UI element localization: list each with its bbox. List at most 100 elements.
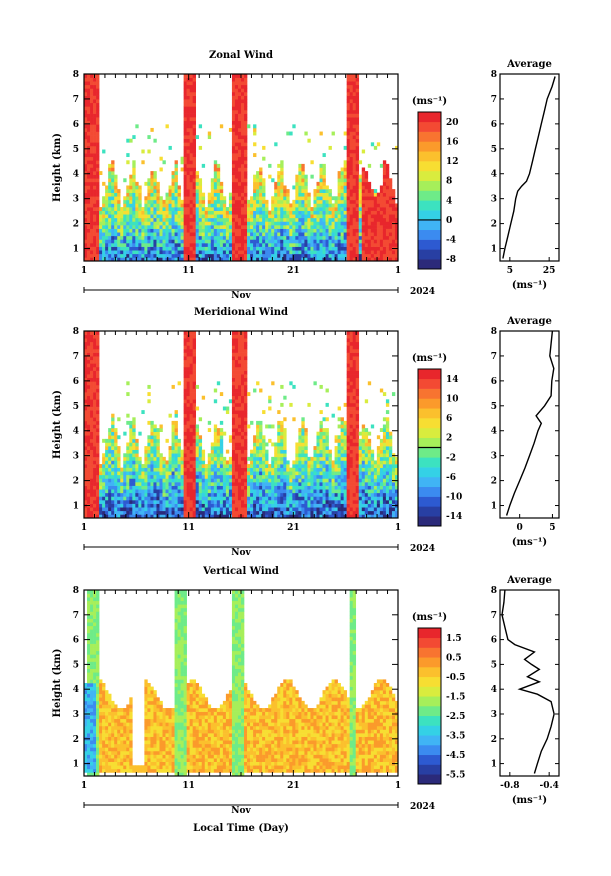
heatmap-cell xyxy=(117,474,121,479)
colorbar-swatch xyxy=(418,210,441,221)
heatmap-cell xyxy=(90,250,94,255)
heatmap-cell xyxy=(186,384,190,389)
heatmap-cell xyxy=(228,489,233,494)
heatmap-cell xyxy=(168,217,172,222)
heatmap-cell xyxy=(150,174,154,179)
heatmap-cell xyxy=(207,510,212,515)
heatmap-cell xyxy=(322,232,326,237)
heatmap-cell xyxy=(189,438,193,443)
heatmap-cell xyxy=(280,203,284,208)
heatmap-cell xyxy=(271,381,275,386)
heatmap-cell xyxy=(301,189,305,193)
heatmap-cell xyxy=(274,221,278,226)
heatmap-cell xyxy=(186,160,190,165)
heatmap-cell xyxy=(274,207,278,211)
heatmap-cell xyxy=(210,449,215,454)
heatmap-cell xyxy=(247,507,251,512)
heatmap-cell xyxy=(364,253,369,258)
heatmap-cell xyxy=(162,217,166,222)
heatmap-cell xyxy=(237,399,242,404)
heatmap-cell xyxy=(126,460,130,465)
heatmap-cell xyxy=(189,478,193,483)
heatmap-cell xyxy=(286,189,290,193)
heatmap-cell xyxy=(126,446,130,450)
heatmap-cell xyxy=(123,474,127,479)
heatmap-cell xyxy=(268,424,272,429)
heatmap-cell xyxy=(349,181,354,186)
heatmap-cell xyxy=(120,257,124,262)
heatmap-cell xyxy=(349,153,354,158)
heatmap-cell xyxy=(234,253,239,258)
heatmap-cell xyxy=(138,503,142,508)
heatmap-cell xyxy=(93,474,97,479)
heatmap-cell xyxy=(349,192,354,197)
heatmap-cell xyxy=(183,464,187,468)
heatmap-cell xyxy=(370,199,375,204)
heatmap-cell xyxy=(343,185,347,190)
heatmap-cell xyxy=(237,74,242,78)
heatmap-cell xyxy=(379,243,384,247)
heatmap-cell xyxy=(283,199,287,204)
heatmap-cell xyxy=(253,485,257,490)
heatmap-cell xyxy=(102,199,106,204)
heatmap-cell xyxy=(138,514,142,519)
heatmap-cell xyxy=(153,138,157,143)
heatmap-cell xyxy=(340,196,344,201)
heatmap-cell xyxy=(307,257,311,262)
heatmap-cell xyxy=(231,496,236,501)
heatmap-cell xyxy=(328,246,332,251)
heatmap-cell xyxy=(87,366,91,371)
heatmap-cell xyxy=(87,370,91,375)
heatmap-cell xyxy=(129,460,133,465)
heatmap-cell xyxy=(159,199,163,204)
heatmap-cell xyxy=(210,189,215,193)
heatmap-cell xyxy=(93,338,97,343)
heatmap-cell xyxy=(144,210,148,215)
heatmap-cell xyxy=(84,431,88,436)
heatmap-cell xyxy=(234,500,239,504)
heatmap-cell xyxy=(391,192,396,197)
heatmap-cell xyxy=(213,214,218,219)
heatmap-cell xyxy=(352,253,357,258)
heatmap-cell xyxy=(259,174,263,179)
heatmap-cell xyxy=(340,239,344,244)
heatmap-cell xyxy=(84,514,88,519)
heatmap-cell xyxy=(237,510,242,515)
heatmap-cell xyxy=(114,232,118,237)
heatmap-cell xyxy=(370,214,375,219)
heatmap-cell xyxy=(198,460,203,465)
heatmap-cell xyxy=(192,185,197,190)
heatmap-cell xyxy=(150,485,154,490)
heatmap-cell xyxy=(198,250,203,255)
heatmap-cell xyxy=(328,235,332,240)
heatmap-cell xyxy=(274,228,278,233)
heatmap-cell xyxy=(256,424,260,429)
heatmap-cell xyxy=(244,410,248,415)
heatmap-cell xyxy=(117,199,121,204)
heatmap-cell xyxy=(93,395,97,400)
heatmap-cell xyxy=(280,456,284,461)
heatmap-cell xyxy=(168,413,172,418)
heatmap-cell xyxy=(177,246,181,251)
heatmap-cell xyxy=(87,363,91,368)
heatmap-cell xyxy=(256,492,260,497)
heatmap-cell xyxy=(237,442,242,447)
heatmap-cell xyxy=(385,235,390,240)
heatmap-cell xyxy=(192,395,197,400)
heatmap-cell xyxy=(141,214,145,219)
heatmap-cell xyxy=(90,138,94,143)
heatmap-cell xyxy=(322,207,326,211)
heatmap-cell xyxy=(247,474,251,479)
heatmap-cell xyxy=(96,181,100,186)
heatmap-cell xyxy=(201,514,206,519)
heatmap-cell xyxy=(90,225,94,229)
heatmap-cell xyxy=(90,345,94,350)
heatmap-cell xyxy=(301,192,305,197)
heatmap-cell xyxy=(150,510,154,515)
heatmap-cell xyxy=(244,239,248,244)
heatmap-cell xyxy=(349,199,354,204)
heatmap-cell xyxy=(87,374,91,379)
heatmap-cell xyxy=(234,167,239,172)
heatmap-cell xyxy=(177,217,181,222)
heatmap-cell xyxy=(259,225,263,229)
